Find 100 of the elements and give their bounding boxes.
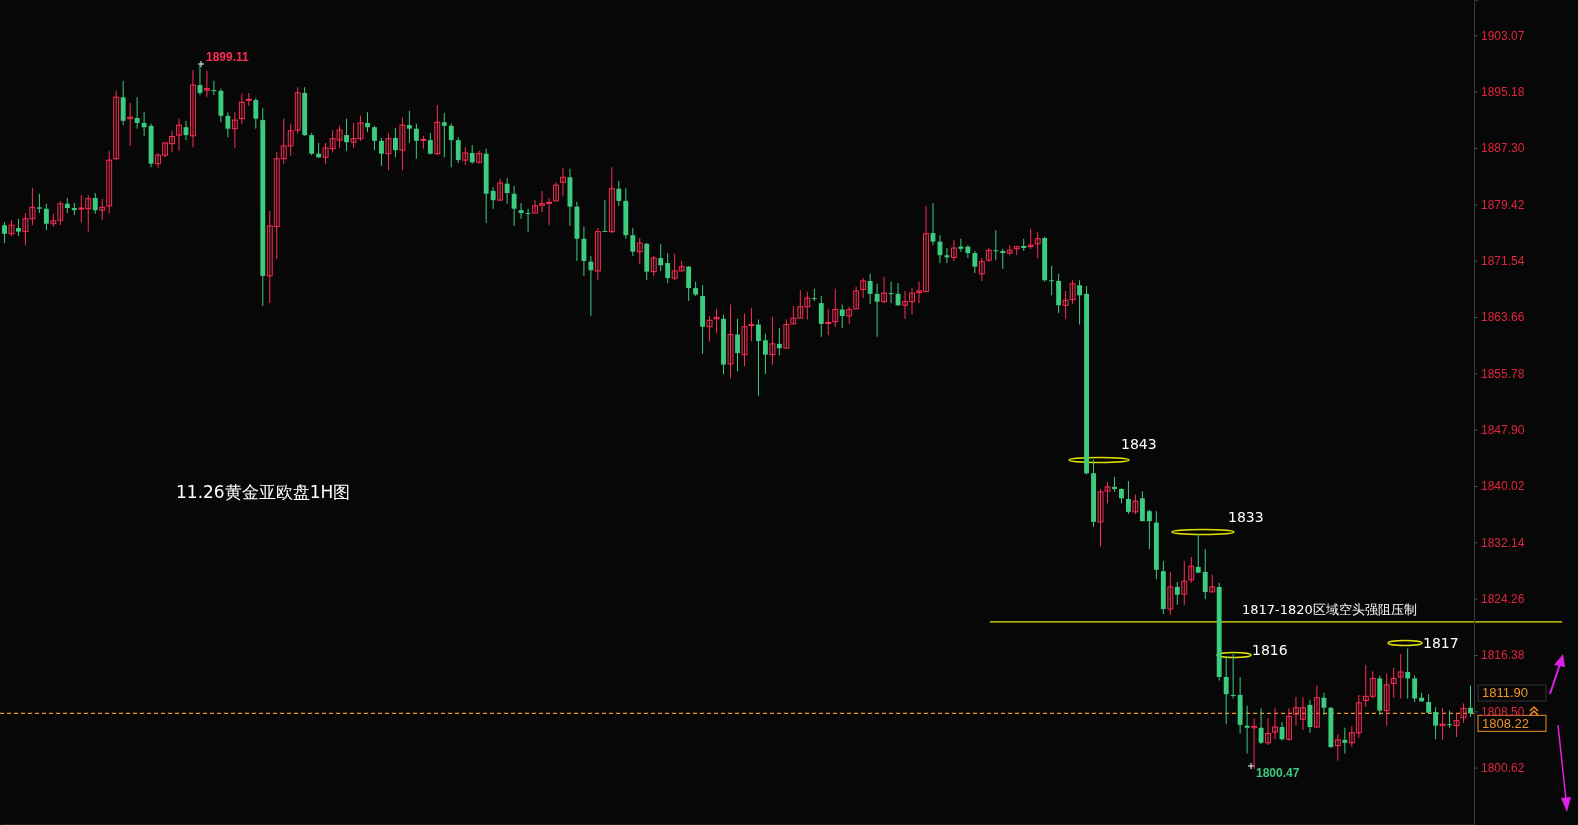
candlestick <box>525 208 531 233</box>
candlestick <box>1439 707 1446 741</box>
candlestick <box>113 90 120 161</box>
candlestick <box>490 186 496 210</box>
candlestick <box>1146 509 1152 550</box>
candlestick <box>504 177 510 205</box>
candlestick <box>120 80 126 126</box>
candlestick <box>972 250 978 274</box>
candlestick <box>588 255 594 317</box>
candlestick <box>978 257 985 282</box>
candlestick <box>434 104 441 156</box>
candlestick <box>1181 560 1188 606</box>
candlestick <box>860 277 867 299</box>
candlestick <box>1077 279 1083 326</box>
y-tick-label: 1824.26 <box>1481 592 1525 606</box>
candlestick <box>769 316 776 366</box>
candlestick <box>190 69 196 148</box>
candlestick <box>1000 248 1006 270</box>
candlestick <box>608 166 615 234</box>
candlestick <box>1405 647 1411 699</box>
y-tick-label: 1855.78 <box>1481 366 1525 381</box>
y-tick-label: 1816.38 <box>1481 648 1525 663</box>
candlestick <box>553 181 559 202</box>
candlestick <box>958 238 964 253</box>
candlestick <box>993 229 999 261</box>
candlestick <box>874 283 880 338</box>
candlestick <box>1069 279 1076 305</box>
candlestick <box>497 178 504 201</box>
candlestick <box>1049 265 1055 296</box>
candlestick <box>950 239 957 262</box>
candlestick <box>99 198 106 221</box>
text: 11.26黄金亚欧盘1H图 <box>176 482 351 502</box>
ref-line-label: 1817-1820区域空头强阻压制 <box>1242 601 1417 617</box>
candlestick <box>1258 707 1264 745</box>
candlestick <box>1460 702 1467 724</box>
candlestick <box>225 111 231 138</box>
candlestick <box>1195 533 1201 574</box>
candlestick <box>1244 705 1250 755</box>
ref-line-label: 1808.22 <box>1482 716 1529 732</box>
candlestick <box>616 180 622 207</box>
candlestick <box>560 167 566 197</box>
y-tick-label: 1832.14 <box>1481 535 1525 550</box>
candlestick <box>650 255 657 277</box>
candlestick <box>1286 707 1292 742</box>
candlestick <box>818 295 824 338</box>
candlestick <box>965 244 971 259</box>
candlestick <box>141 111 147 137</box>
candlestick <box>1251 717 1258 770</box>
candlestick <box>455 136 461 164</box>
candlestick <box>365 111 370 133</box>
candlestick <box>309 132 315 156</box>
annotation: 1817 <box>1423 635 1459 651</box>
candlestick <box>944 247 950 264</box>
annotation: 1833 <box>1228 509 1264 525</box>
candlestick <box>895 282 901 307</box>
candlestick <box>630 227 636 257</box>
candlestick <box>1390 667 1397 699</box>
annotation: 1843 <box>1121 436 1157 452</box>
y-tick-label: 1887.30 <box>1481 141 1525 156</box>
candlestick <box>713 308 720 334</box>
candlestick <box>1313 685 1320 728</box>
candlestick <box>581 226 587 277</box>
candlestick <box>238 93 245 125</box>
candlestick <box>853 286 860 310</box>
candlestick <box>706 315 713 343</box>
candlestick <box>372 125 377 151</box>
candlestick <box>2 221 7 244</box>
candlestick <box>204 70 210 98</box>
candlestick <box>727 304 734 379</box>
candlestick <box>881 276 888 304</box>
y-tick-label: 1847.90 <box>1481 423 1525 437</box>
candlestick <box>176 118 182 152</box>
candlestick <box>636 237 643 265</box>
candlestick <box>92 192 98 215</box>
candlestick <box>36 193 42 214</box>
candlestick <box>441 112 447 158</box>
y-tick-label: 1895.18 <box>1481 84 1525 99</box>
candlestick <box>839 304 845 329</box>
candlestick <box>1230 653 1236 699</box>
annotation: 1899.11 <box>206 50 250 64</box>
candlestick <box>1426 693 1432 714</box>
candlestick <box>1342 727 1348 755</box>
candlestick <box>665 252 671 284</box>
candlestick <box>469 144 475 165</box>
candlestick <box>825 308 832 336</box>
candlestick <box>658 243 664 272</box>
candlestick <box>43 203 49 231</box>
candlestick <box>518 202 524 220</box>
candlestick <box>756 319 761 397</box>
candlestick <box>1202 548 1208 600</box>
candlestick <box>832 288 839 328</box>
y-tick-label: 1808.50 <box>1481 704 1525 719</box>
y-tick-label: 1840.02 <box>1481 479 1525 494</box>
candlestick <box>511 185 517 227</box>
candlestick <box>1453 712 1460 738</box>
candlestick <box>413 123 419 160</box>
y-tick-label: 1903.07 <box>1481 28 1525 43</box>
candlestick <box>134 96 140 130</box>
text: 1811.90 <box>1482 685 1529 700</box>
candlestick <box>1062 290 1069 320</box>
